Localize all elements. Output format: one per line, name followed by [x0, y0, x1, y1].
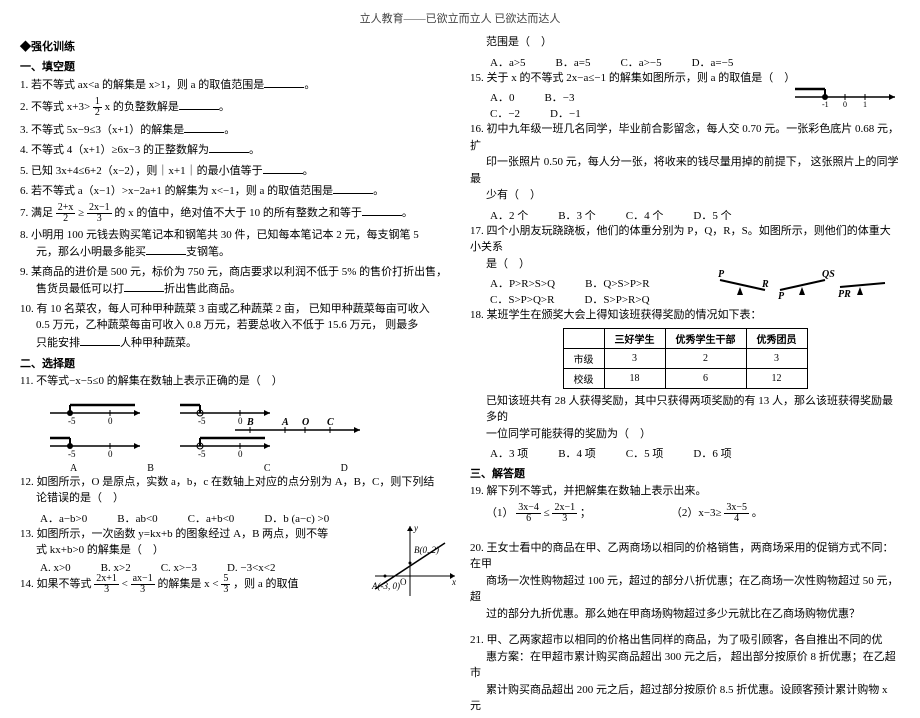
section-answer-title: 三、解答题: [470, 465, 900, 481]
svg-text:B(0, 2): B(0, 2): [414, 545, 439, 555]
problem-5: 5. 已知 3x+4≤6+2（x−2），则｜x+1｜的最小值等于。: [20, 162, 450, 180]
svg-text:y: y: [413, 523, 418, 533]
q18-options: A．3 项 B．4 项 C．5 项 D．6 项: [490, 445, 900, 461]
problem-1: 1. 若不等式 ax<a 的解集是 x>1，则 a 的取值范围是。: [20, 76, 450, 94]
svg-text:O: O: [400, 577, 407, 587]
problem-3: 3. 不等式 5x−9≤3（x+1）的解集是。: [20, 121, 450, 139]
problem-19: 19. 解下列不等式，并把解集在数轴上表示出来。: [470, 483, 900, 500]
q12-axis-svg: B A O C: [230, 415, 370, 445]
svg-text:O: O: [302, 417, 309, 428]
svg-text:C: C: [327, 417, 334, 428]
section-choice-title: 二、选择题: [20, 355, 450, 371]
svg-text:1: 1: [863, 100, 867, 108]
problem-12: 12. 如图所示，O 是原点，实数 a，b，c 在数轴上对应的点分别为 A，B，…: [20, 474, 450, 507]
q16-options: A．2 个 B．3 个 C．4 个 D．5 个: [490, 207, 900, 223]
svg-text:A: A: [281, 417, 289, 428]
problem-18: 18. 某班学生在颁奖大会上得知该班获得奖励的情况如下表：: [470, 307, 900, 324]
q15-numberline-svg: -1 0 1: [790, 82, 900, 108]
q17-seesaw-svg: P R QS P PR: [710, 265, 910, 305]
svg-text:-5: -5: [198, 416, 206, 426]
svg-text:0: 0: [108, 416, 113, 426]
svg-text:P: P: [718, 269, 725, 280]
page-header: 立人教育——已欲立而立人 已欲达而达人: [20, 10, 900, 26]
problem-16: 16. 初中九年级一班几名同学，毕业前合影留念，每人交 0.70 元。一张彩色底…: [470, 121, 900, 204]
svg-text:PR: PR: [838, 289, 851, 300]
problem-21: 21. 甲、乙两家超市以相同的价格出售同样的商品，为了吸引顾客，各自推出不同的优…: [470, 632, 900, 715]
svg-text:QS: QS: [822, 269, 835, 280]
q17-options: A．P>R>S>Q B．Q>S>P>R P R QS P PR: [490, 275, 900, 291]
problem-4: 4. 不等式 4（x+1）≥6x−3 的正整数解为。: [20, 141, 450, 159]
problem-9: 9. 某商品的进价是 500 元，标价为 750 元，商店要求以利润不低于 5%…: [20, 264, 450, 298]
q18-award-table: 三好学生 优秀学生干部 优秀团员 市级 3 2 3 校级 18 6 12: [563, 328, 808, 389]
svg-text:-5: -5: [68, 449, 76, 459]
svg-text:-5: -5: [198, 449, 206, 459]
q11-numberlines: -5 0 -5 0 -5: [40, 393, 450, 463]
svg-text:R: R: [761, 279, 769, 290]
enhanced-training-title: ◆强化训练: [20, 38, 450, 54]
section-fill-title: 一、填空题: [20, 58, 450, 74]
problem-15: 15. 关于 x 的不等式 2x−a≤−1 的解集如图所示，则 a 的取值是（ …: [470, 70, 900, 87]
svg-text:0: 0: [238, 449, 243, 459]
svg-text:-5: -5: [68, 416, 76, 426]
problem-8: 8. 小明用 100 元钱去购买笔记本和钢笔共 30 件，已知每本笔记本 2 元…: [20, 227, 450, 261]
right-column: 范围是（ ） A．a>5 B．a=5 C．a>−5 D．a=−5 15. 关于 …: [470, 34, 900, 718]
q14-continue: 范围是（ ）: [486, 34, 900, 51]
q2-post: x 的负整数解是: [105, 101, 179, 113]
problem-20: 20. 王女士看中的商品在甲、乙两商场以相同的价格销售，两商场采用的促销方式不同…: [470, 540, 900, 623]
svg-text:P: P: [778, 291, 785, 302]
q1-text: 1. 若不等式 ax<a 的解集是 x>1，则 a 的取值范围是: [20, 79, 264, 91]
problem-7: 7. 满足 2+x2 ≥ 2x−13 的 x 的值中，绝对值不大于 10 的所有…: [20, 203, 450, 224]
problem-13: 13. 如图所示，一次函数 y=kx+b 的图象经过 A，B 两点，则不等 式 …: [20, 526, 450, 559]
problem-10: 10. 有 10 名菜农，每人可种甲种蔬菜 3 亩或乙种蔬菜 2 亩， 已知甲种…: [20, 301, 450, 352]
svg-text:A(-3, 0): A(-3, 0): [371, 581, 400, 591]
q2-pre: 2. 不等式 x+3>: [20, 101, 90, 113]
left-column: ◆强化训练 一、填空题 1. 若不等式 ax<a 的解集是 x>1，则 a 的取…: [20, 34, 450, 718]
q19-parts: （1） 3x−46 ≤ 2x−13 ； （2）x−3≥ 3x−54 。: [486, 503, 900, 524]
q11-option-labels: A B C D: [70, 463, 450, 474]
svg-text:-1: -1: [822, 100, 829, 108]
problem-2: 2. 不等式 x+3> 12 x 的负整数解是。: [20, 97, 450, 118]
q13-graph-svg: y x B(0, 2) A(-3, 0) O: [370, 521, 460, 601]
svg-text:x: x: [451, 577, 456, 587]
q18-continue: 已知该班共有 28 人获得奖励，其中只获得两项奖励的有 13 人，那么该班获得奖…: [486, 393, 900, 443]
svg-text:0: 0: [108, 449, 113, 459]
svg-text:B: B: [246, 417, 254, 428]
svg-text:0: 0: [843, 100, 847, 108]
problem-6: 6. 若不等式 a（x−1）>x−2a+1 的解集为 x<−1，则 a 的取值范…: [20, 182, 450, 200]
problem-11: 11. 不等式−x−5≤0 的解集在数轴上表示正确的是（ ）: [20, 373, 450, 390]
q14-options: A．a>5 B．a=5 C．a>−5 D．a=−5: [490, 54, 900, 70]
